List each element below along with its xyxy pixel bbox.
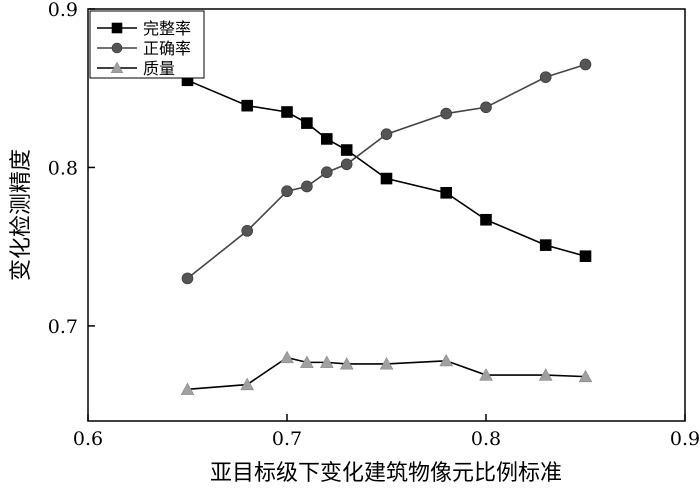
data-point <box>579 250 592 262</box>
series-1 <box>181 74 592 262</box>
data-point <box>281 106 293 118</box>
legend-item: 质量 <box>97 59 175 78</box>
series-layer <box>180 58 593 395</box>
data-point <box>539 71 552 83</box>
y-tick-label: 0.8 <box>48 157 78 179</box>
series-3 <box>180 350 593 395</box>
data-point <box>241 225 253 237</box>
data-point <box>380 172 393 185</box>
data-point <box>480 213 492 226</box>
legend-item: 完整率 <box>97 19 191 38</box>
data-point <box>280 350 294 364</box>
y-tick-label: 0.7 <box>48 316 78 338</box>
data-point <box>379 357 394 370</box>
data-point <box>539 239 552 251</box>
x-axis-title: 亚目标级下变化建筑物像元比例标准 <box>210 461 562 486</box>
data-point <box>301 180 313 193</box>
x-tick-label: 0.6 <box>73 428 103 450</box>
legend-box <box>89 10 205 79</box>
legend-marker <box>111 22 123 34</box>
y-axis-title: 变化检测精度 <box>9 149 34 281</box>
x-tick-label: 0.9 <box>670 428 700 450</box>
data-point <box>439 353 454 367</box>
data-point <box>579 58 592 71</box>
ticks-layer: 0.6 0.7 0.8 0.9 0.7 0.8 0.9 <box>48 0 700 450</box>
y-tick-label: 0.9 <box>48 0 78 21</box>
x-tick-label: 0.8 <box>471 428 501 450</box>
data-point <box>480 101 492 114</box>
data-point <box>340 158 353 171</box>
series-line <box>187 63 586 280</box>
data-point <box>340 144 353 156</box>
data-point <box>578 369 593 383</box>
data-point <box>320 133 333 145</box>
x-tick-label: 0.7 <box>272 428 302 450</box>
series-2 <box>181 58 592 285</box>
data-point <box>319 355 334 368</box>
data-point <box>440 187 453 199</box>
data-point <box>479 368 493 381</box>
legend-label: 质量 <box>143 59 175 78</box>
data-point <box>538 368 553 381</box>
plot-frame <box>87 8 686 422</box>
data-point <box>300 355 314 368</box>
legend-item: 正确率 <box>97 39 191 58</box>
data-point <box>440 107 453 120</box>
data-point <box>181 272 194 285</box>
data-point <box>380 128 393 140</box>
data-point <box>320 166 333 179</box>
data-point <box>339 357 354 370</box>
data-point <box>240 377 255 391</box>
legend-label: 完整率 <box>143 19 191 38</box>
legend-marker <box>111 42 123 54</box>
legend-marker <box>110 61 124 74</box>
data-point <box>281 185 293 198</box>
data-point <box>241 99 253 112</box>
legend-label: 正确率 <box>143 39 191 58</box>
data-point <box>180 382 195 395</box>
data-point <box>301 117 313 129</box>
